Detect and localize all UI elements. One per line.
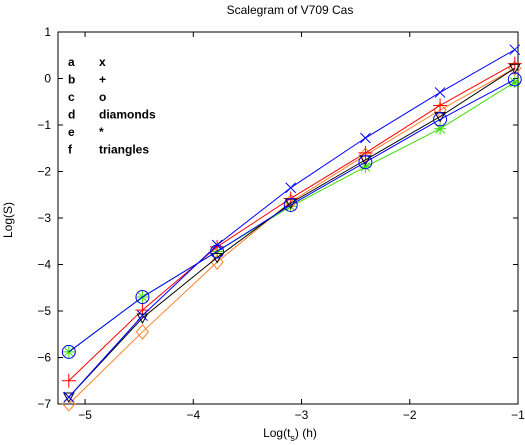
data-point-e — [434, 122, 447, 135]
circle-marker — [61, 344, 76, 359]
circle-marker — [433, 112, 448, 127]
circle-marker — [358, 155, 373, 170]
data-point-c — [135, 290, 150, 305]
legend-marker-name: triangles — [99, 143, 149, 157]
x-marker — [137, 310, 148, 322]
legend-letter: f — [68, 143, 73, 157]
data-point-e — [62, 345, 75, 358]
y-tick-label: −5 — [37, 304, 51, 318]
x-axis-label-main: Log(t — [263, 426, 291, 440]
y-tick-label: −1 — [37, 118, 51, 132]
circle-marker — [283, 197, 298, 212]
data-point-c — [61, 344, 76, 359]
data-point-b — [358, 145, 373, 160]
series-line-e — [68, 81, 516, 353]
x-axis-label: Log(ts) (h) — [263, 426, 317, 443]
plus-marker — [135, 303, 150, 318]
y-tick-label: −4 — [37, 258, 51, 272]
data-point-c — [283, 197, 298, 212]
triangle-marker — [62, 392, 75, 404]
circle-marker — [507, 72, 522, 87]
x-axis-label-tail: ) (h) — [295, 426, 317, 440]
x-marker — [63, 391, 75, 403]
data-point-a — [434, 87, 446, 98]
data-point-c — [507, 72, 522, 87]
data-point-a — [211, 239, 223, 251]
triangle-marker — [211, 253, 223, 264]
triangle-marker — [508, 63, 521, 75]
star-marker — [359, 160, 372, 173]
legend-marker-name: * — [99, 125, 104, 139]
x-marker — [360, 132, 371, 144]
x-axis-label-subscript: s — [290, 433, 295, 443]
legend-letter: a — [68, 55, 75, 69]
data-point-d — [135, 324, 150, 340]
x-marker — [509, 44, 521, 56]
series-line-c — [68, 78, 515, 353]
y-axis-label: Log(S) — [1, 202, 15, 238]
circle-marker — [135, 290, 150, 305]
data-point-b — [433, 98, 448, 113]
x-tick-label: −2 — [403, 408, 417, 422]
star-marker — [284, 200, 297, 213]
data-point-b — [135, 303, 150, 318]
plus-marker — [358, 145, 373, 160]
y-tick-label: −2 — [37, 165, 51, 179]
diamond-marker — [210, 254, 224, 270]
y-tick-label: 1 — [44, 25, 51, 39]
data-point-e — [284, 200, 297, 213]
data-point-a — [509, 44, 521, 56]
plus-marker — [433, 98, 448, 113]
x-tick-label: −1 — [511, 408, 525, 422]
y-tick-label: −6 — [37, 351, 51, 365]
data-point-f — [211, 253, 223, 264]
legend-marker-name: o — [99, 90, 106, 104]
x-marker — [285, 182, 297, 194]
data-point-a — [360, 132, 371, 144]
data-point-a — [63, 391, 75, 403]
star-marker — [434, 122, 447, 135]
data-point-c — [358, 155, 373, 170]
x-tick-label: −4 — [186, 408, 200, 422]
legend-letter: b — [68, 73, 75, 87]
data-point-e — [508, 76, 521, 89]
data-point-d — [210, 254, 224, 270]
series-line-f — [68, 67, 516, 398]
star-marker — [508, 76, 521, 89]
diamond-marker — [135, 324, 150, 340]
y-tick-label: 0 — [44, 72, 51, 86]
chart-title: Scalegram of V709 Cas — [227, 3, 354, 17]
x-tick-label: −3 — [295, 408, 309, 422]
data-point-a — [285, 182, 297, 194]
series-line-a — [68, 49, 516, 398]
y-tick-label: −3 — [37, 211, 51, 225]
data-point-b — [61, 373, 76, 388]
legend-letter: e — [68, 125, 75, 139]
data-point-e — [359, 160, 372, 173]
x-marker — [434, 87, 446, 98]
data-point-f — [62, 392, 75, 404]
star-marker — [62, 345, 75, 358]
data-point-a — [137, 310, 148, 322]
y-tick-label: −7 — [37, 397, 51, 411]
legend-marker-name: + — [99, 73, 106, 87]
x-tick-label: −5 — [78, 408, 92, 422]
legend-letter: d — [68, 108, 75, 122]
legend-marker-name: diamonds — [99, 108, 156, 122]
data-point-f — [508, 63, 521, 75]
plus-marker — [61, 373, 76, 388]
legend-letter: c — [68, 90, 75, 104]
x-marker — [211, 239, 223, 251]
data-point-c — [433, 112, 448, 127]
legend-marker-name: x — [99, 55, 106, 69]
